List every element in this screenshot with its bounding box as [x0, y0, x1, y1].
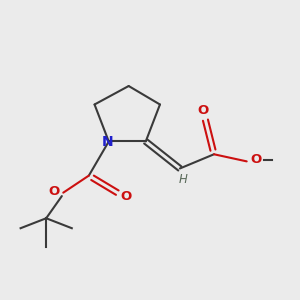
Text: O: O — [197, 104, 208, 117]
Text: O: O — [49, 185, 60, 198]
Text: N: N — [101, 135, 113, 149]
Text: O: O — [250, 154, 261, 166]
Text: H: H — [179, 173, 188, 186]
Text: O: O — [120, 190, 131, 203]
